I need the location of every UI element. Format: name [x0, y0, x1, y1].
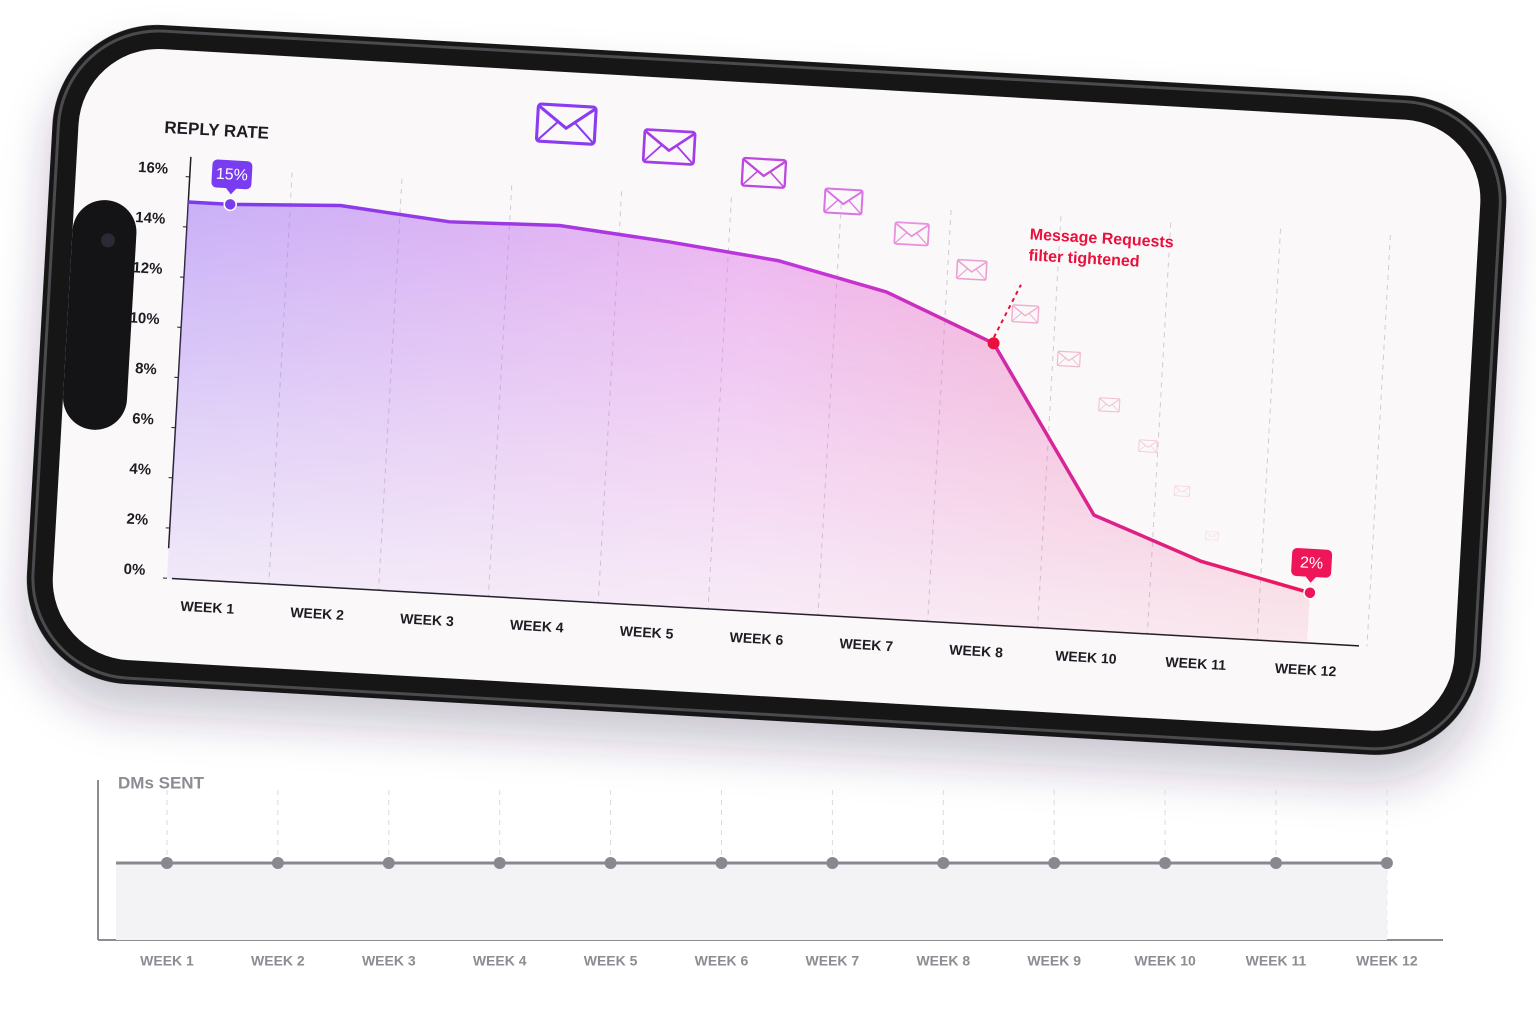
badge-pointer: [1304, 575, 1317, 583]
week-guide: [1366, 234, 1391, 647]
point: [1159, 857, 1172, 869]
line: [188, 200, 1311, 595]
phone-rim: [31, 29, 1502, 751]
value-label: 2%: [1300, 554, 1324, 572]
value-badge: [1291, 547, 1333, 578]
y-tick-label: 2%: [126, 511, 149, 529]
x-tick-label: WEEK 10: [1134, 953, 1196, 969]
dms-sent-chart: DMs SENT WEEK 1 WEEK 2 WEEK 3 WEEK 4 WEEK 5 WE…: [97, 773, 1443, 969]
x-tick-label: WEEK 10: [1055, 647, 1117, 666]
y-tick-label: 4%: [129, 460, 152, 478]
camera: [100, 233, 115, 248]
x-tick-label: WEEK 7: [839, 635, 894, 654]
x-tick-label: WEEK 6: [729, 629, 784, 648]
x-tick-label: WEEK 11: [1246, 953, 1307, 969]
x-tick-label: WEEK 4: [473, 953, 527, 969]
point: [1380, 857, 1393, 869]
annotation-leader: [993, 284, 1022, 338]
badge-pointer: [225, 187, 238, 195]
x-tick-label: WEEK 2: [290, 604, 345, 623]
y-tick-label: 10%: [129, 309, 160, 328]
area-shade: [116, 863, 1387, 940]
x-tick-label: WEEK 2: [251, 953, 305, 969]
x-tick-label: WEEK 5: [584, 953, 638, 969]
x-tick-label: WEEK 8: [916, 953, 970, 969]
point: [271, 857, 284, 869]
x-tick-label: WEEK 9: [1027, 953, 1081, 969]
point: [1303, 586, 1317, 600]
value-badge: [211, 159, 253, 190]
point: [937, 857, 950, 869]
x-tick-label: WEEK 1: [180, 598, 235, 617]
point: [382, 857, 395, 869]
point: [826, 857, 839, 869]
week-guide: [1256, 228, 1282, 641]
x-tick-label: WEEK 7: [806, 953, 860, 969]
x-tick-label: WEEK 3: [362, 953, 416, 969]
point: [604, 857, 617, 869]
point: [987, 337, 1000, 350]
y-tick-label: 14%: [135, 209, 166, 228]
area: [166, 201, 1310, 643]
x-tick-label: WEEK 12: [1356, 953, 1418, 969]
point: [223, 197, 237, 212]
x-tick-label: WEEK 1: [140, 953, 194, 969]
y-tick-label: 6%: [132, 410, 155, 428]
y-tick-label: 8%: [135, 360, 158, 378]
point: [1048, 857, 1061, 869]
value-label: 15%: [215, 166, 248, 185]
x-tick-label: WEEK 11: [1165, 654, 1227, 673]
x-tick-label: WEEK 5: [619, 623, 674, 642]
point: [161, 857, 173, 869]
x-tick-label: WEEK 3: [400, 610, 455, 629]
x-tick-label: WEEK 4: [510, 616, 565, 635]
point: [715, 857, 728, 869]
x-tick-label: WEEK 8: [949, 641, 1004, 660]
point: [1270, 857, 1282, 869]
point: [493, 857, 506, 869]
camera-notch: [63, 200, 137, 430]
y-tick-label: 0%: [123, 561, 146, 579]
y-tick-label: 12%: [132, 259, 163, 278]
x-tick-label: WEEK 12: [1274, 660, 1336, 679]
y-tick-label: 16%: [138, 159, 169, 178]
chart-title: DMs SENT: [118, 773, 205, 792]
x-tick-label: WEEK 6: [695, 953, 749, 969]
annotation-text: filter tightened: [1028, 247, 1140, 270]
